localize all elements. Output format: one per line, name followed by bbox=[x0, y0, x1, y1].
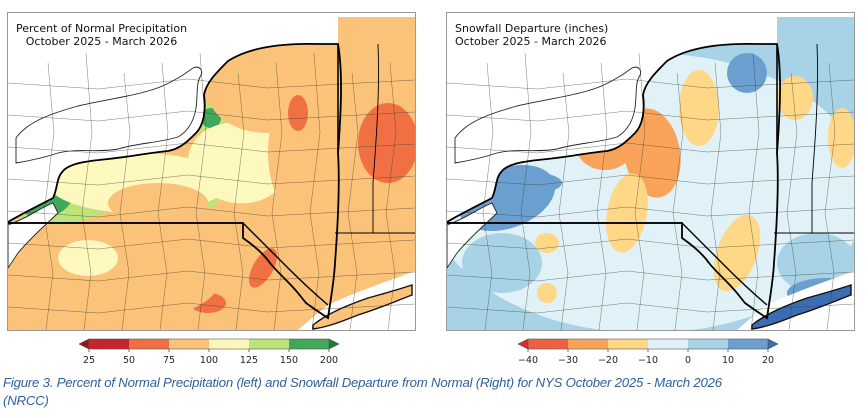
snow-colorbar-tick-label: 10 bbox=[722, 355, 734, 365]
snow-contour-region bbox=[727, 53, 767, 93]
precip-colorbar-tick-label: 50 bbox=[123, 355, 135, 365]
snow-contour-region bbox=[713, 214, 761, 292]
snow-contour-region bbox=[828, 108, 854, 168]
precip-contour-region bbox=[288, 95, 308, 131]
snowfall-map bbox=[447, 13, 854, 330]
snow-nj-border bbox=[681, 222, 768, 306]
precipitation-map-panel: Percent of Normal Precipitation October … bbox=[7, 12, 416, 331]
snowfall-colorbar: −40 −30 −20 −10 0 10 20 bbox=[518, 337, 780, 365]
precipitation-colorbar: 25 50 75 100 125 150 200 bbox=[79, 337, 341, 365]
figure-caption: Figure 3. Percent of Normal Precipitatio… bbox=[3, 374, 863, 410]
snow-colorbar-tick-label: −30 bbox=[558, 355, 578, 365]
snow-colorbar-tick-label: −10 bbox=[638, 355, 658, 365]
snow-canada-area bbox=[447, 13, 854, 222]
precip-colorbar-tick-label: 200 bbox=[320, 355, 338, 365]
snow-contour-region bbox=[777, 76, 813, 120]
snow-county-lines bbox=[447, 52, 854, 330]
snow-colorbar-extend-low bbox=[518, 338, 529, 350]
snow-contour-region bbox=[777, 233, 854, 293]
snow-ny-border bbox=[447, 42, 781, 320]
snowfall-map-title: Snowfall Departure (inches) October 2025… bbox=[455, 22, 608, 48]
snow-contour-region bbox=[462, 233, 542, 293]
snow-colorbar-bin bbox=[728, 339, 768, 349]
precip-colorbar-tick-label: 100 bbox=[200, 355, 218, 365]
precip-lake-erie bbox=[8, 202, 59, 269]
snow-colorbar-bin bbox=[568, 339, 608, 349]
snow-nh-ma-border bbox=[811, 43, 818, 233]
snowfall-subtitle: October 2025 - March 2026 bbox=[455, 35, 607, 48]
precip-colorbar-extend-low bbox=[79, 338, 90, 350]
precip-colorbar-bin bbox=[169, 339, 209, 349]
precip-colorbar-tick-label: 150 bbox=[280, 355, 298, 365]
precip-canada-area bbox=[8, 13, 415, 222]
precip-contour-region bbox=[188, 122, 288, 204]
snow-colorbar-extend-high bbox=[767, 338, 779, 350]
snowfall-title: Snowfall Departure (inches) bbox=[455, 22, 609, 35]
precip-colorbar-bin bbox=[89, 339, 129, 349]
snow-colorbar-tick-label: −40 bbox=[518, 355, 538, 365]
precipitation-subtitle: October 2025 - March 2026 bbox=[25, 35, 178, 48]
precip-lake-ontario bbox=[15, 66, 203, 164]
precip-nh-ma-border bbox=[372, 43, 379, 233]
precip-colorbar-bin bbox=[129, 339, 169, 349]
snow-lake-ontario bbox=[454, 66, 642, 164]
caption-line-1: Figure 3. Percent of Normal Precipitatio… bbox=[3, 375, 722, 390]
precip-colorbar-tick-label: 125 bbox=[240, 355, 258, 365]
snow-colorbar-bin bbox=[648, 339, 688, 349]
snow-contour-region bbox=[535, 233, 559, 253]
snow-colorbar-tick-label: 0 bbox=[685, 355, 691, 365]
precipitation-title: Percent of Normal Precipitation bbox=[16, 22, 188, 35]
snow-contour-region bbox=[537, 283, 557, 303]
snow-contour-region bbox=[679, 70, 719, 146]
caption-line-2: (NRCC) bbox=[3, 393, 49, 408]
snowfall-map-panel: Snowfall Departure (inches) October 2025… bbox=[446, 12, 855, 331]
snow-colorbar-bin bbox=[688, 339, 728, 349]
snow-contour-region bbox=[482, 171, 562, 195]
precip-colorbar-extend-high bbox=[328, 338, 340, 350]
snow-colorbar-bin bbox=[528, 339, 568, 349]
snow-colorbar-tick-label: −20 bbox=[598, 355, 618, 365]
precip-county-lines bbox=[8, 52, 415, 330]
precip-ny-border bbox=[8, 42, 342, 320]
precipitation-map-title: Percent of Normal Precipitation October … bbox=[16, 22, 187, 48]
precip-colorbar-bin bbox=[209, 339, 249, 349]
snow-colorbar-bin bbox=[608, 339, 648, 349]
snow-lake-erie bbox=[447, 202, 498, 269]
precip-colorbar-bin bbox=[249, 339, 289, 349]
precip-colorbar-tick-label: 75 bbox=[163, 355, 175, 365]
precipitation-map bbox=[8, 13, 415, 330]
precip-colorbar-bin bbox=[289, 339, 329, 349]
snow-colorbar-tick-label: 20 bbox=[762, 355, 774, 365]
precip-nj-border bbox=[242, 222, 329, 306]
precip-colorbar-tick-label: 25 bbox=[83, 355, 95, 365]
precip-contour-region bbox=[358, 103, 415, 183]
precip-contour-region bbox=[58, 240, 118, 276]
precip-contour-region bbox=[249, 248, 277, 288]
